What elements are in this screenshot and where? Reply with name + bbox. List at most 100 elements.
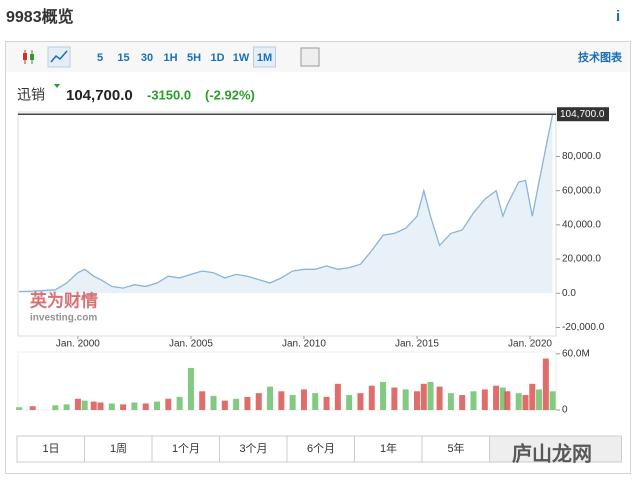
- range-button-box[interactable]: [151, 435, 220, 463]
- y-tick-label: 0.0: [562, 288, 576, 299]
- range-button[interactable]: 1日: [42, 443, 59, 455]
- volume-bar: [402, 389, 409, 410]
- volume-bar: [346, 395, 353, 410]
- volume-bar: [380, 381, 387, 410]
- y-tick-label: 40,000.0: [562, 219, 601, 230]
- volume-bar: [459, 395, 466, 410]
- down-arrow: [54, 84, 60, 88]
- volume-bar: [447, 393, 454, 410]
- range-button[interactable]: 1周: [110, 442, 127, 455]
- watermark-cn: 英为财情: [30, 290, 98, 310]
- range-button-box[interactable]: [286, 435, 355, 463]
- range-button-box[interactable]: [421, 435, 490, 463]
- volume-area: [17, 351, 557, 411]
- info-icon[interactable]: i: [616, 8, 620, 25]
- volume-tick-label: 0: [562, 405, 568, 416]
- volume-bar: [74, 398, 81, 410]
- volume-bar: [323, 396, 330, 410]
- watermark-en: investing.com: [30, 313, 97, 324]
- x-tick-label: Jan. 2000: [56, 339, 100, 350]
- range-button-box[interactable]: [489, 435, 622, 463]
- x-tick-label: Jan. 2020: [508, 339, 552, 350]
- volume-bar: [391, 387, 398, 410]
- volume-bar: [221, 400, 228, 410]
- volume-bar: [29, 406, 36, 410]
- volume-bar: [542, 358, 549, 410]
- range-button-box[interactable]: [16, 435, 85, 463]
- range-button-box[interactable]: [84, 435, 153, 463]
- volume-bar: [549, 391, 556, 410]
- volume-bar: [90, 401, 97, 410]
- volume-bar: [515, 393, 522, 410]
- volume-bar: [334, 383, 341, 410]
- interval-button[interactable]: 1M: [257, 52, 272, 64]
- range-button[interactable]: 1年: [380, 441, 397, 455]
- volume-bar: [120, 404, 127, 410]
- x-tick-label: Jan. 2010: [282, 339, 326, 350]
- y-tick-label: 60,000.0: [562, 185, 601, 196]
- quote-change: -3150.0: [147, 87, 191, 102]
- y-tick-label: -20,000.0: [562, 322, 605, 333]
- range-button[interactable]: 6个月: [307, 442, 335, 455]
- current-price-label: 104,700.0: [560, 109, 605, 120]
- range-button[interactable]: 5年: [447, 441, 464, 455]
- volume-bar: [244, 396, 251, 410]
- settings-icon[interactable]: [300, 47, 320, 67]
- volume-bar: [300, 389, 307, 410]
- volume-bar: [470, 391, 477, 410]
- interval-button[interactable]: 5: [97, 52, 103, 64]
- site-watermark: 庐山龙网: [512, 441, 592, 465]
- current-price-tag: [557, 107, 609, 122]
- volume-bar: [81, 400, 88, 410]
- x-tick-label: Jan. 2005: [169, 339, 213, 350]
- volume-bar: [436, 386, 443, 410]
- interval-selected: [253, 46, 276, 68]
- volume-bar: [63, 404, 70, 410]
- volume-bar: [357, 393, 364, 410]
- volume-bar: [420, 383, 427, 410]
- range-button-box[interactable]: [354, 435, 423, 463]
- volume-bar: [267, 386, 274, 410]
- tech-link[interactable]: 技术图表: [578, 50, 623, 64]
- volume-bar: [131, 402, 138, 410]
- volume-bar: [289, 395, 296, 410]
- interval-button[interactable]: 5H: [187, 52, 201, 64]
- volume-bar: [97, 402, 104, 410]
- x-tick-label: Jan. 2015: [395, 339, 439, 350]
- quote-name: 迅销: [17, 87, 45, 103]
- volume-bar: [278, 391, 285, 410]
- line-icon[interactable]: [47, 46, 71, 68]
- volume-bar: [255, 393, 262, 410]
- y-tick-label: 80,000.0: [562, 151, 601, 162]
- volume-bar: [481, 389, 488, 410]
- volume-bar: [165, 398, 172, 410]
- volume-bar: [522, 395, 529, 410]
- volume-bar: [499, 387, 506, 410]
- interval-button[interactable]: 1W: [233, 52, 250, 64]
- volume-bar: [427, 381, 434, 410]
- line-icon-glyph: [50, 50, 68, 63]
- volume-bar: [176, 396, 183, 410]
- volume-bar: [536, 389, 543, 410]
- volume-tick-label: 60.0M: [562, 349, 590, 360]
- volume-bar: [210, 395, 217, 410]
- volume-bar: [413, 391, 420, 410]
- y-tick-label: 20,000.0: [562, 254, 601, 265]
- candle-icon[interactable]: [23, 50, 34, 64]
- interval-button[interactable]: 15: [117, 52, 129, 64]
- interval-button[interactable]: 1D: [210, 52, 224, 64]
- volume-bar: [493, 385, 500, 410]
- interval-button[interactable]: 30: [141, 52, 153, 64]
- range-button[interactable]: 1个月: [172, 442, 200, 455]
- interval-button[interactable]: 1H: [163, 52, 177, 64]
- quote-change-pct: (-2.92%): [205, 87, 255, 102]
- volume-bar: [368, 385, 375, 410]
- volume-bar: [108, 403, 115, 410]
- volume-bar: [504, 391, 511, 410]
- volume-bar: [187, 367, 194, 410]
- range-button[interactable]: 3个月: [239, 442, 267, 455]
- volume-bar: [16, 407, 23, 410]
- price-line: [19, 114, 554, 293]
- price-area: [19, 114, 553, 294]
